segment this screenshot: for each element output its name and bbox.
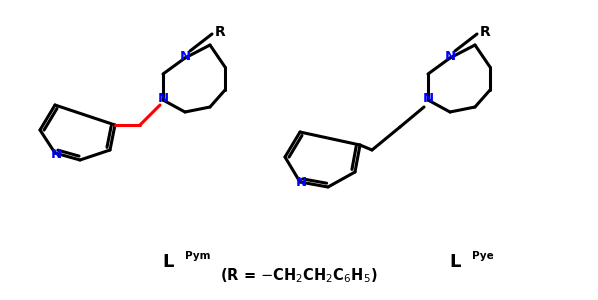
Text: L: L bbox=[449, 253, 460, 271]
Text: (R = $-$CH$_2$CH$_2$C$_6$H$_5$): (R = $-$CH$_2$CH$_2$C$_6$H$_5$) bbox=[220, 266, 378, 285]
Text: R: R bbox=[480, 25, 490, 39]
Text: N: N bbox=[295, 176, 307, 190]
Text: Pym: Pym bbox=[185, 251, 210, 261]
Text: N: N bbox=[444, 50, 456, 64]
Text: N: N bbox=[422, 92, 434, 106]
Text: L: L bbox=[162, 253, 173, 271]
Text: Pye: Pye bbox=[472, 251, 494, 261]
Text: R: R bbox=[215, 25, 225, 39]
Text: N: N bbox=[179, 50, 191, 64]
Text: N: N bbox=[157, 92, 169, 106]
Text: N: N bbox=[50, 148, 62, 160]
